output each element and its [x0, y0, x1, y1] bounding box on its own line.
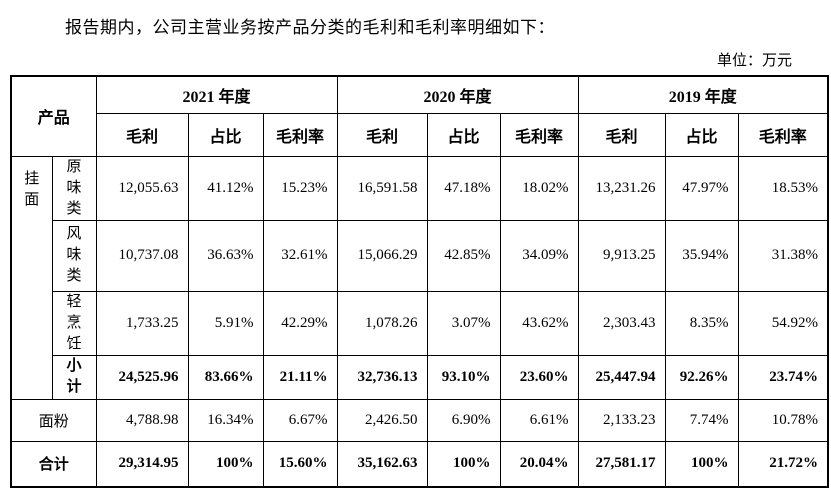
gross-profit-table: 产品 2021 年度 2020 年度 2019 年度 毛利 占比 毛利率 毛利 … [10, 75, 830, 488]
cell-2019-margin: 54.92% [737, 290, 829, 356]
cell-2021-share: 16.34% [187, 398, 264, 442]
group-label-noodles-text: 挂面 [24, 170, 40, 208]
cell-2019-margin: 21.72% [737, 440, 829, 488]
col-header-2021-margin: 毛利率 [262, 112, 338, 157]
table-row-light-cooking: 轻烹饪 1,733.25 5.91% 42.29% 1,078.26 3.07%… [11, 290, 829, 356]
cell-2021-margin: 32.61% [262, 219, 338, 292]
cell-2020-margin: 18.02% [499, 155, 579, 221]
cell-2020-share: 47.18% [426, 155, 501, 221]
cell-2020-margin: 20.04% [499, 440, 579, 488]
cell-2019-share: 35.94% [664, 219, 739, 292]
group-label-noodles: 挂面 [10, 155, 53, 400]
cell-2020-share: 6.90% [426, 398, 501, 442]
row-label-light-cooking-text: 轻烹饪 [66, 293, 82, 352]
cell-2021-gross-profit: 24,525.96 [95, 354, 189, 400]
col-header-product: 产品 [10, 75, 97, 157]
cell-2019-margin: 31.38% [737, 219, 829, 292]
table-row-subtotal: 小计 24,525.96 83.66% 21.11% 32,736.13 93.… [11, 354, 829, 400]
col-header-2020-gross-profit: 毛利 [336, 112, 428, 157]
cell-2021-gross-profit: 10,737.08 [95, 219, 189, 292]
cell-2019-margin: 18.53% [737, 155, 829, 221]
cell-2020-margin: 43.62% [499, 290, 579, 356]
cell-2019-share: 8.35% [664, 290, 739, 356]
table-row-total: 合计 29,314.95 100% 15.60% 35,162.63 100% … [10, 440, 829, 488]
cell-2021-share: 5.91% [187, 290, 264, 356]
col-header-2021-gross-profit: 毛利 [95, 112, 189, 157]
cell-2019-gross-profit: 25,447.94 [577, 354, 666, 400]
col-header-2020-share: 占比 [426, 112, 501, 157]
cell-2020-share: 3.07% [426, 290, 501, 356]
cell-2020-gross-profit: 16,591.58 [336, 155, 428, 221]
cell-2021-gross-profit: 12,055.63 [95, 155, 189, 221]
cell-2021-gross-profit: 4,788.98 [95, 398, 189, 442]
cell-2021-share: 100% [187, 440, 264, 488]
col-header-2021-share: 占比 [187, 112, 264, 157]
cell-2019-gross-profit: 2,133.23 [577, 398, 666, 442]
row-label-flour: 面粉 [10, 398, 97, 442]
col-header-year-2021: 2021 年度 [95, 75, 338, 114]
cell-2019-share: 92.26% [664, 354, 739, 400]
unit-label: 单位：万元 [716, 53, 792, 69]
cell-2021-gross-profit: 1,733.25 [95, 290, 189, 356]
section-intro-text: 报告期内，公司主营业务按产品分类的毛利和毛利率明细如下： [65, 18, 555, 37]
row-label-flavored: 风味类 [51, 219, 97, 292]
cell-2020-gross-profit: 2,426.50 [336, 398, 428, 442]
cell-2021-margin: 15.60% [262, 440, 338, 488]
col-header-2019-gross-profit: 毛利 [577, 112, 666, 157]
cell-2021-margin: 21.11% [262, 354, 338, 400]
cell-2019-gross-profit: 13,231.26 [577, 155, 666, 221]
cell-2021-share: 83.66% [187, 354, 264, 400]
col-header-2019-margin: 毛利率 [737, 112, 829, 157]
cell-2019-margin: 23.74% [737, 354, 829, 400]
header-row-years: 产品 2021 年度 2020 年度 2019 年度 [10, 75, 829, 157]
cell-2021-share: 36.63% [187, 219, 264, 292]
cell-2021-gross-profit: 29,314.95 [95, 440, 189, 488]
cell-2020-gross-profit: 32,736.13 [336, 354, 428, 400]
table-row-flour: 面粉 4,788.98 16.34% 6.67% 2,426.50 6.90% … [10, 398, 829, 442]
cell-2020-margin: 34.09% [499, 219, 579, 292]
row-label-subtotal-text: 小计 [66, 358, 82, 395]
row-label-light-cooking: 轻烹饪 [51, 290, 97, 356]
table-row-original-flavor: 挂面 原味类 12,055.63 41.12% 15.23% 16,591.58… [10, 155, 829, 400]
row-label-original-flavor-text: 原味类 [66, 158, 82, 217]
col-header-year-2020: 2020 年度 [336, 75, 579, 114]
cell-2019-gross-profit: 9,913.25 [577, 219, 666, 292]
cell-2020-share: 42.85% [426, 219, 501, 292]
col-header-year-2019: 2019 年度 [577, 75, 829, 114]
cell-2020-share: 93.10% [426, 354, 501, 400]
cell-2019-gross-profit: 2,303.43 [577, 290, 666, 356]
table-row-flavored: 风味类 10,737.08 36.63% 32.61% 15,066.29 42… [11, 219, 829, 292]
cell-2020-gross-profit: 35,162.63 [336, 440, 428, 488]
cell-2019-share: 100% [664, 440, 739, 488]
cell-2020-gross-profit: 15,066.29 [336, 219, 428, 292]
cell-2021-margin: 15.23% [262, 155, 338, 221]
row-label-original-flavor: 原味类 [51, 155, 97, 221]
cell-2019-share: 7.74% [664, 398, 739, 442]
cell-2019-margin: 10.78% [737, 398, 829, 442]
cell-2021-margin: 42.29% [262, 290, 338, 356]
row-label-total: 合计 [10, 440, 97, 488]
cell-2020-share: 100% [426, 440, 501, 488]
cell-2020-margin: 23.60% [499, 354, 579, 400]
row-label-flavored-text: 风味类 [66, 226, 82, 284]
header-row-metrics: 毛利 占比 毛利率 毛利 占比 毛利率 毛利 占比 毛利率 [11, 112, 829, 157]
cell-2019-gross-profit: 27,581.17 [577, 440, 666, 488]
cell-2020-gross-profit: 1,078.26 [336, 290, 428, 356]
cell-2021-share: 41.12% [187, 155, 264, 221]
cell-2021-margin: 6.67% [262, 398, 338, 442]
cell-2020-margin: 6.61% [499, 398, 579, 442]
cell-2019-share: 47.97% [664, 155, 739, 221]
row-label-subtotal: 小计 [51, 354, 97, 400]
col-header-2020-margin: 毛利率 [499, 112, 579, 157]
col-header-2019-share: 占比 [664, 112, 739, 157]
